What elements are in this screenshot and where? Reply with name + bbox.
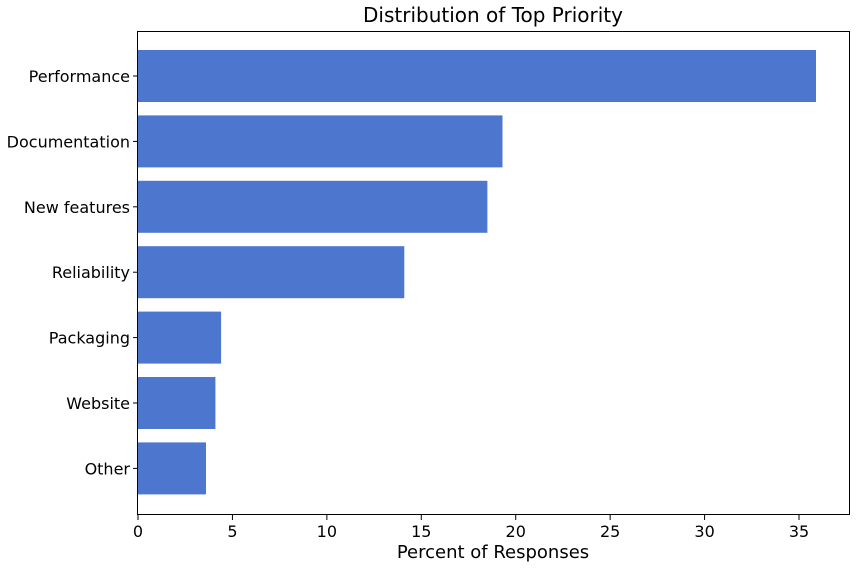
y-tick-label: Packaging [49, 329, 130, 348]
bars-group [138, 50, 817, 495]
x-axis-label: Percent of Responses [397, 542, 589, 563]
bar [138, 442, 206, 495]
x-tick-label: 10 [317, 522, 337, 541]
y-axis-ticks: Performance Documentation New features Reli… [7, 67, 138, 478]
y-tick-label: Website [66, 394, 130, 413]
x-tick-label: 5 [227, 522, 237, 541]
plot-frame [137, 31, 850, 515]
bar [138, 377, 216, 429]
x-tick-label: 0 [133, 522, 143, 541]
bar [138, 50, 817, 102]
x-tick-label: 20 [506, 522, 526, 541]
x-tick-label: 25 [600, 522, 620, 541]
chart-title: Distribution of Top Priority [363, 3, 623, 27]
x-tick-label: 35 [789, 522, 809, 541]
x-tick-label: 30 [694, 522, 714, 541]
x-tick-label: 15 [411, 522, 431, 541]
y-tick-label: Reliability [52, 263, 130, 282]
y-tick-label: Other [85, 459, 131, 478]
bar [138, 311, 222, 364]
x-axis-ticks: 0 5 10 15 20 25 30 35 [133, 515, 809, 541]
y-tick-label: New features [24, 198, 130, 217]
bar [138, 246, 405, 299]
y-tick-label: Performance [29, 67, 130, 86]
bar [138, 180, 488, 233]
y-tick-label: Documentation [7, 132, 130, 151]
bar [138, 115, 503, 168]
